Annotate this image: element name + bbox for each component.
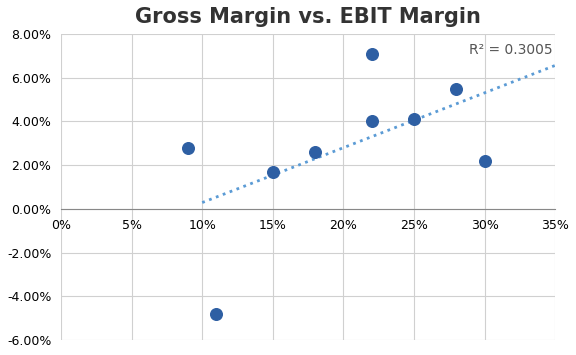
Point	[367, 51, 376, 56]
Point	[268, 169, 278, 175]
Point	[367, 119, 376, 124]
Point	[480, 158, 489, 164]
Point	[410, 116, 419, 122]
Text: R² = 0.3005: R² = 0.3005	[469, 43, 552, 57]
Point	[310, 149, 320, 155]
Point	[452, 86, 461, 92]
Title: Gross Margin vs. EBIT Margin: Gross Margin vs. EBIT Margin	[135, 7, 481, 27]
Point	[184, 145, 193, 151]
Point	[212, 311, 221, 317]
